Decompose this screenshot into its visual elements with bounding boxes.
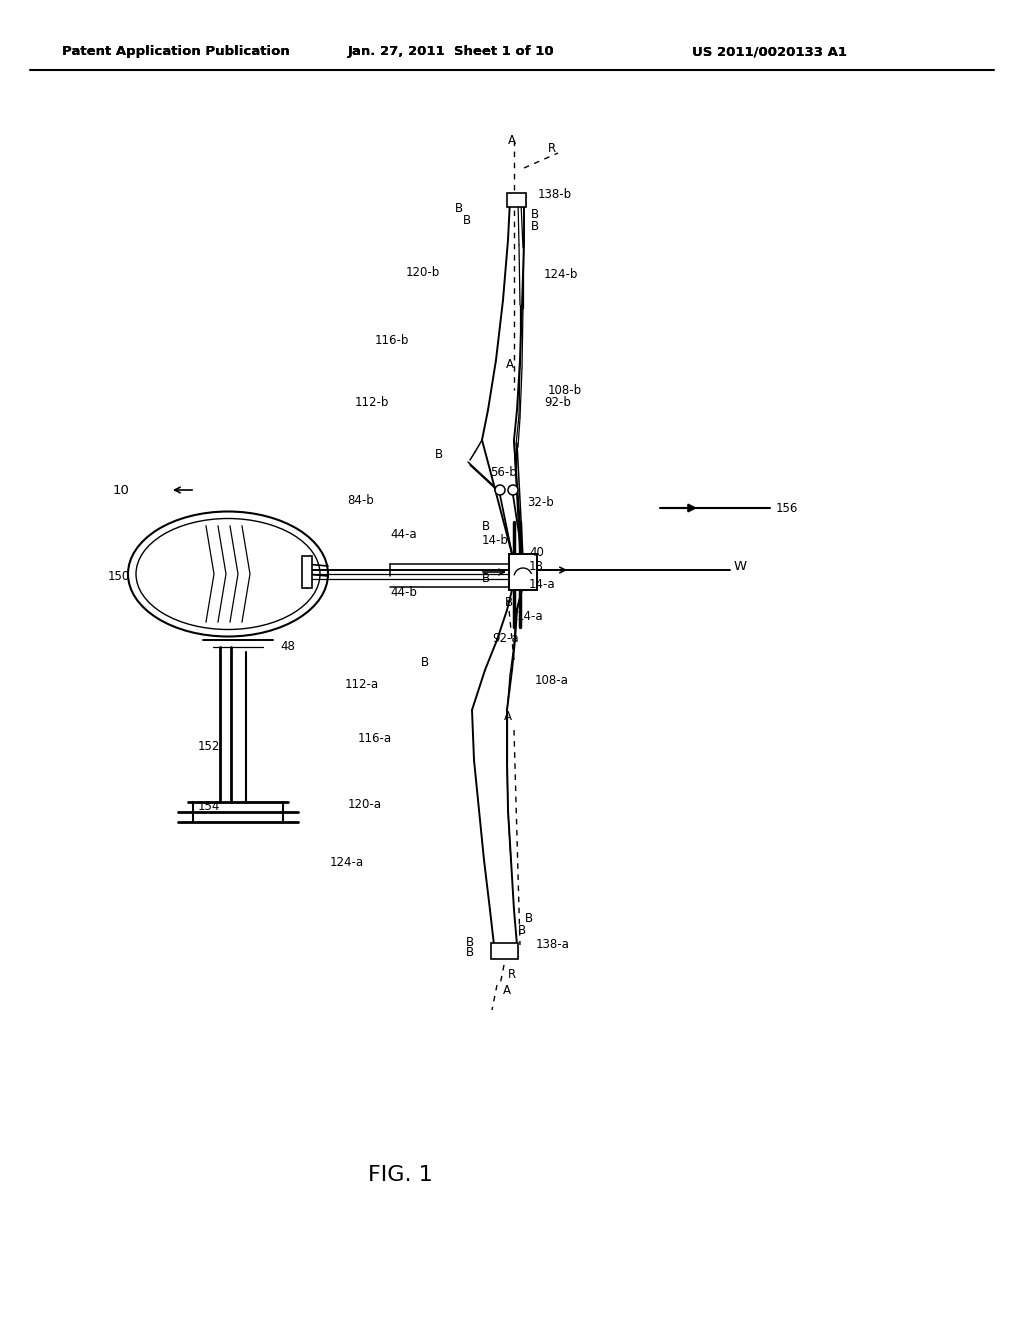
FancyBboxPatch shape	[302, 556, 312, 587]
Text: R: R	[548, 141, 556, 154]
Text: A: A	[503, 983, 511, 997]
Text: B: B	[482, 572, 490, 585]
Text: 14-a: 14-a	[529, 578, 556, 591]
Text: B: B	[455, 202, 463, 214]
Text: 120-a: 120-a	[348, 799, 382, 812]
Text: B: B	[466, 946, 474, 960]
Text: 116-b: 116-b	[375, 334, 410, 346]
FancyBboxPatch shape	[507, 193, 526, 207]
FancyBboxPatch shape	[490, 942, 518, 960]
Text: 92-a: 92-a	[492, 631, 518, 644]
Circle shape	[508, 484, 518, 495]
Text: 84-b: 84-b	[347, 494, 374, 507]
Text: 10: 10	[113, 483, 130, 496]
Text: 150: 150	[108, 570, 130, 583]
Text: 120-b: 120-b	[406, 265, 440, 279]
Text: 116-a: 116-a	[358, 731, 392, 744]
Text: B: B	[505, 597, 513, 610]
Text: 108-b: 108-b	[548, 384, 582, 396]
Text: 92-b: 92-b	[544, 396, 570, 409]
Text: 14-b: 14-b	[482, 535, 509, 548]
Text: 124-b: 124-b	[544, 268, 579, 281]
Text: 48: 48	[280, 640, 295, 653]
Text: 112-b: 112-b	[355, 396, 389, 408]
Text: 44-a: 44-a	[390, 528, 417, 541]
Text: 124-a: 124-a	[330, 855, 365, 869]
Text: B: B	[531, 219, 539, 232]
Ellipse shape	[128, 511, 328, 636]
Text: 14-a: 14-a	[517, 610, 544, 623]
Text: B: B	[518, 924, 526, 937]
Text: A: A	[506, 359, 514, 371]
Text: Patent Application Publication: Patent Application Publication	[62, 45, 290, 58]
Text: 40: 40	[529, 546, 544, 560]
Text: B: B	[482, 520, 490, 533]
Text: 108-a: 108-a	[535, 673, 569, 686]
Text: 138-b: 138-b	[538, 189, 572, 202]
Text: B: B	[466, 936, 474, 949]
Text: 154: 154	[198, 800, 220, 813]
Text: 44-b: 44-b	[390, 586, 417, 598]
Text: 18: 18	[529, 560, 544, 573]
Text: B: B	[435, 449, 443, 462]
Text: 112-a: 112-a	[345, 678, 379, 692]
Text: 156: 156	[776, 502, 799, 515]
Text: B: B	[421, 656, 429, 668]
Circle shape	[495, 484, 505, 495]
Text: B: B	[463, 214, 471, 227]
Text: 152: 152	[198, 741, 220, 754]
Text: US 2011/0020133 A1: US 2011/0020133 A1	[692, 45, 847, 58]
Text: B: B	[531, 207, 539, 220]
Text: 138-a: 138-a	[536, 937, 570, 950]
Text: A: A	[504, 710, 512, 722]
Text: Patent Application Publication: Patent Application Publication	[62, 45, 290, 58]
FancyBboxPatch shape	[509, 554, 537, 590]
Text: 56-b: 56-b	[490, 466, 517, 479]
Text: Jan. 27, 2011  Sheet 1 of 10: Jan. 27, 2011 Sheet 1 of 10	[348, 45, 555, 58]
Text: R: R	[508, 968, 516, 981]
Text: US 2011/0020133 A1: US 2011/0020133 A1	[692, 45, 847, 58]
Text: 32-b: 32-b	[527, 496, 554, 510]
Text: W: W	[734, 561, 748, 573]
Text: Jan. 27, 2011  Sheet 1 of 10: Jan. 27, 2011 Sheet 1 of 10	[348, 45, 555, 58]
Text: FIG. 1: FIG. 1	[368, 1166, 433, 1185]
Text: A: A	[508, 133, 516, 147]
Text: B: B	[525, 912, 534, 924]
